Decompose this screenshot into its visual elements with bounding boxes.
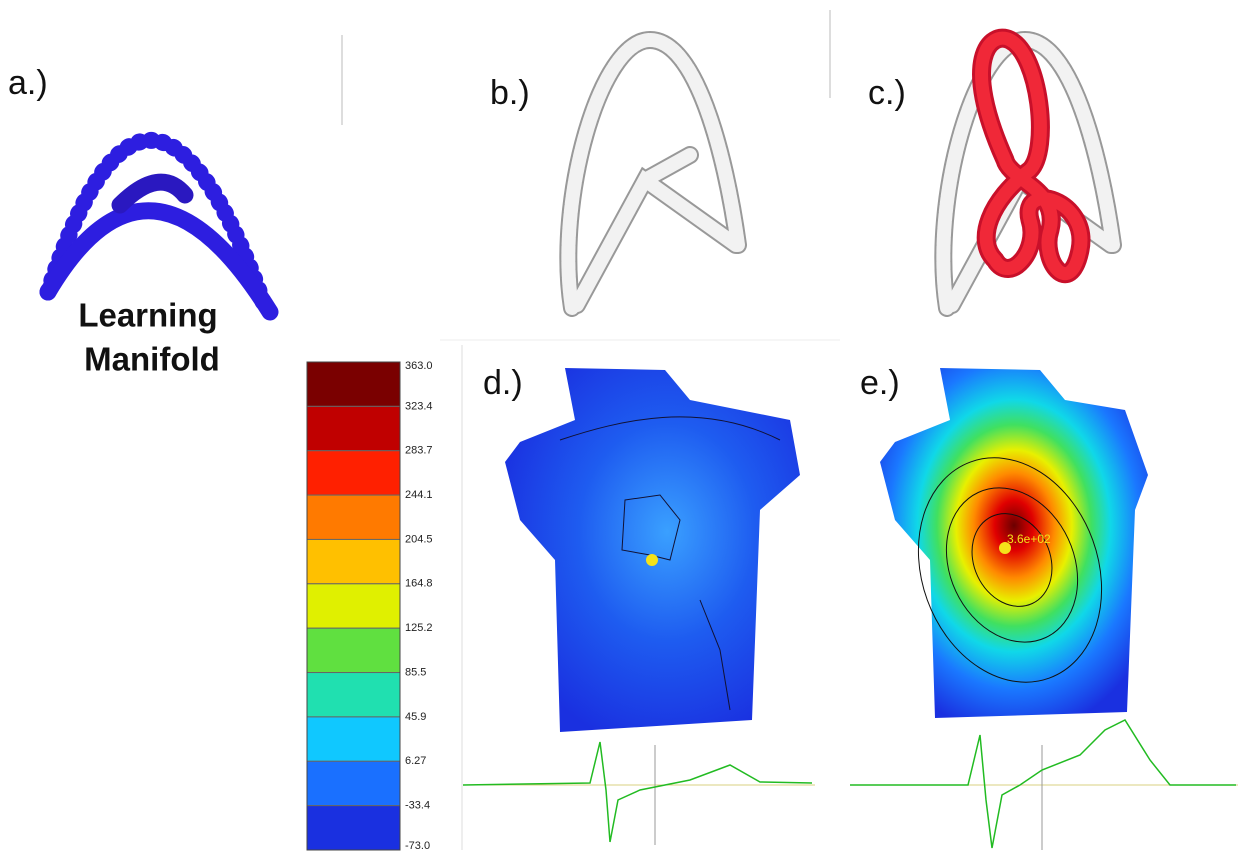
colorbar-band — [306, 405, 401, 452]
colorbar-band — [306, 361, 401, 407]
panel-label: e.) — [860, 364, 900, 402]
colorbar-label: 125.2 — [405, 622, 433, 634]
manifold-label: Learning — [78, 297, 217, 334]
colorbar-label: -73.0 — [405, 840, 430, 852]
colorbar-band — [306, 538, 401, 585]
colorbar-label: -33.4 — [405, 800, 430, 812]
annotation: 3.6e+02 — [1007, 532, 1051, 546]
contour — [559, 416, 781, 711]
colorbar-band — [306, 760, 401, 807]
panel-label: c.) — [868, 74, 906, 112]
colorbar-label: 164.8 — [405, 578, 433, 590]
manifold-label: Manifold — [84, 341, 220, 378]
panel-label: d.) — [483, 364, 523, 402]
marker — [646, 554, 658, 566]
colorbar-band — [306, 450, 401, 496]
panel-label: b.) — [490, 74, 530, 112]
colorbar-band — [306, 494, 401, 540]
colorbar-label: 204.5 — [405, 533, 433, 545]
colorbar-label: 45.9 — [405, 711, 426, 723]
ecg — [462, 719, 1238, 850]
manifold-blue — [39, 131, 279, 321]
colorbar-band — [306, 805, 401, 851]
colorbar-band — [306, 716, 401, 762]
torso-map — [505, 368, 800, 732]
colorbar-band — [306, 672, 401, 718]
colorbar-band — [306, 583, 401, 629]
colorbar-label: 244.1 — [405, 489, 433, 501]
heart-tube — [559, 28, 1122, 317]
colorbar-label: 323.4 — [405, 400, 433, 412]
marker — [999, 542, 1011, 554]
colorbar-label: 283.7 — [405, 445, 433, 457]
colorbar-label: 6.27 — [405, 755, 426, 767]
torso-map — [880, 368, 1148, 718]
colorbar-label: 85.5 — [405, 666, 426, 678]
colorbar: 363.0 323.4 283.7 244.1 204.5 164.8 125.2 85.5 4… — [306, 360, 433, 852]
contour — [917, 457, 1103, 683]
colorbar-frame — [306, 361, 401, 851]
colorbar-band — [306, 627, 401, 674]
colorbar-label: 363.0 — [405, 360, 433, 372]
panel-label: a.) — [8, 64, 48, 102]
